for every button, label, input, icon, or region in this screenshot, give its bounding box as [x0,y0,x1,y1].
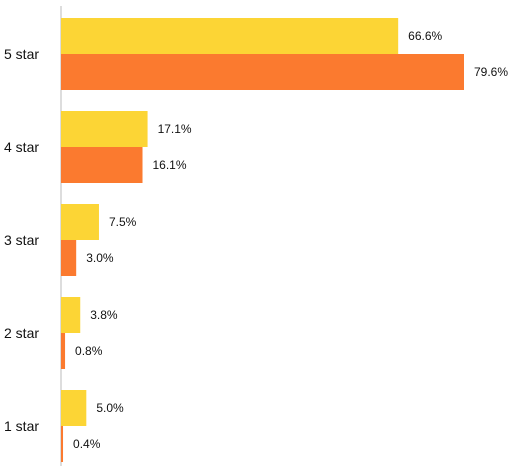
bar-series2-1 [61,54,464,90]
data-label-series1-2: 17.1% [158,122,192,136]
bar-series1-5 [61,390,87,426]
category-label: 3 star [4,232,39,248]
bar-series1-4 [61,297,81,333]
data-label-series2-5: 0.4% [73,437,101,451]
data-label-series2-4: 0.8% [75,344,103,358]
category-label: 1 star [4,418,39,434]
bar-series1-3 [61,204,99,240]
bar-series2-3 [61,240,77,276]
data-label-series2-2: 16.1% [153,158,187,172]
data-label-series2-1: 79.6% [474,65,508,79]
bar-series2-5 [61,426,64,462]
data-label-series1-3: 7.5% [109,215,137,229]
data-label-series1-1: 66.6% [408,29,442,43]
category-label: 2 star [4,325,39,341]
bar-series2-2 [61,147,143,183]
category-label: 4 star [4,139,39,155]
bar-series2-4 [61,333,66,369]
bar-series1-2 [61,111,148,147]
data-label-series1-5: 5.0% [96,401,124,415]
data-label-series1-4: 3.8% [90,308,118,322]
category-label: 5 star [4,46,39,62]
data-label-series2-3: 3.0% [86,251,114,265]
bar-series1-1 [61,18,399,54]
